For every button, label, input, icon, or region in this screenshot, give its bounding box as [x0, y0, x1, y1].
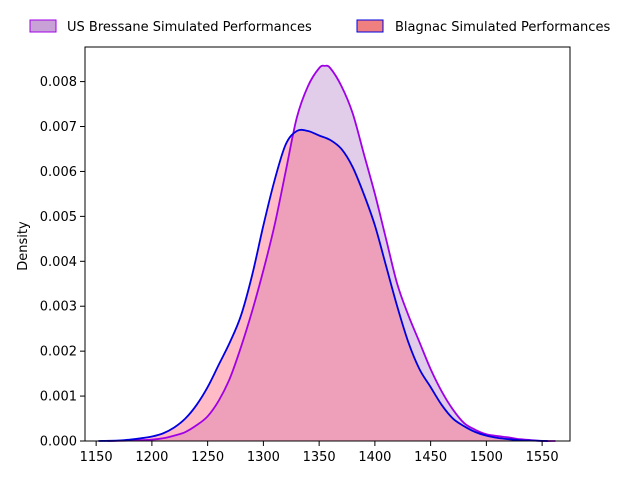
- legend-swatch-blagnac: [356, 19, 384, 33]
- x-tick-label: 1250: [191, 450, 224, 465]
- y-tick-label: 0.006: [40, 165, 77, 180]
- plot-series: [98, 64, 556, 442]
- x-tick-label: 1200: [135, 450, 168, 465]
- y-tick-label: 0.004: [40, 255, 77, 270]
- plot-frame: [84, 46, 571, 442]
- legend: US Bressane Simulated Performances Blagn…: [29, 19, 610, 35]
- x-tick-label: 1500: [470, 450, 503, 465]
- kde-area-blagnac: [98, 129, 548, 442]
- y-axis-title: Density: [16, 221, 31, 271]
- kde-line-us-bressane: [107, 64, 556, 442]
- kde-line-blagnac: [98, 128, 548, 442]
- kde-area-us-bressane: [107, 65, 556, 442]
- y-tick-label: 0.003: [40, 300, 77, 315]
- x-tick-label: 1400: [358, 450, 391, 465]
- x-tick-label: 1450: [414, 450, 447, 465]
- y-tick-label: 0.007: [40, 120, 77, 135]
- y-tick-label: 0.001: [40, 390, 77, 405]
- y-tick-label: 0.005: [40, 210, 77, 225]
- y-tick-label: 0.008: [40, 75, 77, 90]
- legend-label-blagnac: Blagnac Simulated Performances: [395, 20, 610, 35]
- x-tick-label: 1550: [526, 450, 559, 465]
- legend-swatch-us-bressane: [29, 19, 57, 33]
- legend-label-us-bressane: US Bressane Simulated Performances: [67, 20, 312, 35]
- y-axis: 0.000 0.001 0.002 0.003 0.004 0.005 0.006 0.007…: [40, 75, 85, 450]
- x-axis: 1150 1200 1250 1300 1350 1400 1450 1500 1550: [80, 441, 559, 465]
- x-tick-label: 1150: [80, 450, 113, 465]
- y-tick-label: 0.000: [40, 435, 77, 450]
- x-tick-label: 1300: [247, 450, 280, 465]
- x-tick-label: 1350: [303, 450, 336, 465]
- y-tick-label: 0.002: [40, 345, 77, 360]
